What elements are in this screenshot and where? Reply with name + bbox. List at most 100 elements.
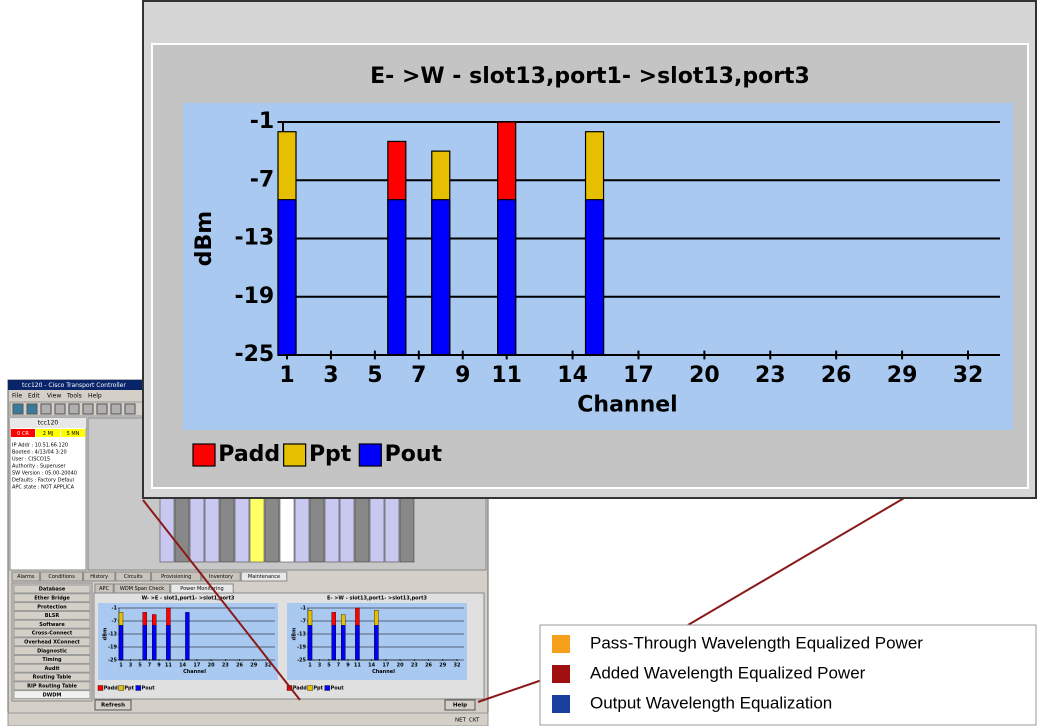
callout-label: Output Wavelength Equalization — [590, 693, 832, 712]
shelf-slot — [190, 498, 204, 562]
shelf-slot — [220, 498, 234, 562]
x-tick-label: 7 — [411, 363, 426, 388]
bar — [185, 612, 189, 660]
x-tick-label: 23 — [755, 363, 786, 388]
side-menu-label: DWDM — [43, 692, 62, 698]
side-menu-label: Overhead XConnect — [24, 640, 80, 646]
x-tick-label: 26 — [236, 662, 243, 668]
y-tick-label: -19 — [108, 645, 118, 651]
legend-swatch — [119, 686, 124, 691]
node-info: APC state : NOT APPLICA — [12, 485, 75, 491]
button-label: Refresh — [101, 703, 125, 709]
tab-label: Conditions — [48, 574, 75, 580]
y-tick-label: -13 — [234, 226, 274, 251]
x-tick-label: 23 — [411, 662, 418, 668]
x-tick-label: 9 — [157, 662, 161, 668]
callout-swatch — [552, 695, 570, 713]
window-title: tcc120 - Cisco Transport Controller — [22, 382, 126, 389]
shelf-slot — [340, 498, 354, 562]
legend-label: Ppt — [124, 686, 134, 692]
shelf-slot — [385, 498, 399, 562]
toolbar-icon — [97, 404, 107, 414]
x-tick-label: 7 — [337, 662, 341, 668]
x-tick-label: 9 — [346, 662, 350, 668]
x-tick-label: 11 — [165, 662, 172, 668]
toolbar-icon — [125, 404, 135, 414]
toolbar-icon — [41, 404, 51, 414]
subtab-label: WDM Span Check — [120, 586, 164, 592]
subtab-label: APC — [99, 586, 109, 592]
x-tick-label: 11 — [354, 662, 361, 668]
alarm-count: 2 MJ — [43, 431, 54, 437]
bar — [432, 200, 450, 355]
y-tick-label: -7 — [250, 167, 274, 192]
zoom-window: E- >W - slot13,port1- >slot13,port3-1-7-… — [143, 1, 1036, 498]
x-tick-label: 5 — [138, 662, 142, 668]
tab-label: Maintenance — [248, 574, 280, 580]
x-tick-label: 23 — [222, 662, 229, 668]
y-tick-label: -1 — [250, 109, 274, 134]
x-tick-label: 1 — [279, 363, 294, 388]
legend-label: Pout — [142, 686, 156, 692]
toolbar-icon — [111, 404, 121, 414]
alarm-count: 5 MN — [67, 431, 80, 437]
legend-swatch — [193, 444, 215, 466]
node-name: tcc120 — [38, 420, 59, 427]
callout-label: Added Wavelength Equalized Power — [590, 663, 866, 682]
x-tick-label: 14 — [179, 662, 186, 668]
x-axis-label: Channel — [372, 669, 395, 675]
status-bar — [8, 713, 488, 726]
node-info: Authority : Superuser — [12, 464, 67, 470]
x-axis-label: Channel — [577, 393, 677, 418]
subtab-label: Power Monitoring — [180, 586, 223, 592]
side-menu-label: Cross-Connect — [32, 631, 73, 637]
x-tick-label: 17 — [623, 363, 654, 388]
legend-label: Padd — [293, 686, 307, 692]
x-tick-label: 11 — [491, 363, 522, 388]
shelf-slot — [250, 498, 264, 562]
x-tick-label: 7 — [148, 662, 152, 668]
shelf-slot — [295, 498, 309, 562]
node-info: Defaults : Factory Defaul — [12, 478, 74, 484]
shelf-slot — [265, 498, 279, 562]
x-tick-label: 20 — [397, 662, 404, 668]
toolbar-icon — [55, 404, 65, 414]
legend-label: Ppt — [313, 686, 323, 692]
y-axis-label: dBm — [192, 211, 217, 266]
bar — [278, 200, 296, 355]
node-info: User : CISCO15 — [12, 457, 50, 463]
x-tick-label: 5 — [367, 363, 382, 388]
node-info: SW Version : 05.00-20040 — [12, 471, 77, 477]
alarm-count: 0 CR — [17, 431, 29, 437]
side-menu-label: Protection — [37, 604, 67, 610]
side-menu-label: Database — [39, 587, 66, 593]
toolbar-icon — [13, 404, 23, 414]
y-axis-label: dBm — [292, 628, 298, 641]
legend-label: Padd — [104, 686, 118, 692]
legend-swatch — [98, 686, 103, 691]
chart-title: E- >W - slot13,port1- >slot13,port3 — [327, 596, 427, 602]
y-tick-label: -25 — [234, 342, 274, 367]
bar — [166, 625, 170, 660]
shelf-slot — [355, 498, 369, 562]
callout-swatch — [552, 635, 570, 653]
shelf-slot — [400, 498, 414, 562]
shelf-slot — [235, 498, 249, 562]
bar — [341, 625, 345, 660]
side-menu-label: Ether Bridge — [34, 596, 70, 602]
tab-label: Circuits — [124, 574, 143, 580]
x-tick-label: 32 — [454, 662, 461, 668]
status-label: NET — [455, 718, 467, 724]
x-tick-label: 3 — [323, 363, 338, 388]
x-tick-label: 26 — [821, 363, 852, 388]
legend-swatch — [136, 686, 141, 691]
bar — [498, 200, 516, 355]
shelf-slot — [370, 498, 384, 562]
toolbar-icon — [69, 404, 79, 414]
side-menu-label: Routing Table — [33, 675, 72, 681]
y-tick-label: -1 — [111, 606, 117, 612]
legend-label: Pout — [385, 442, 443, 467]
page: tcc120 - Cisco Transport Controller tcc1… — [0, 0, 1037, 726]
x-tick-label: 29 — [887, 363, 918, 388]
x-tick-label: 9 — [455, 363, 470, 388]
